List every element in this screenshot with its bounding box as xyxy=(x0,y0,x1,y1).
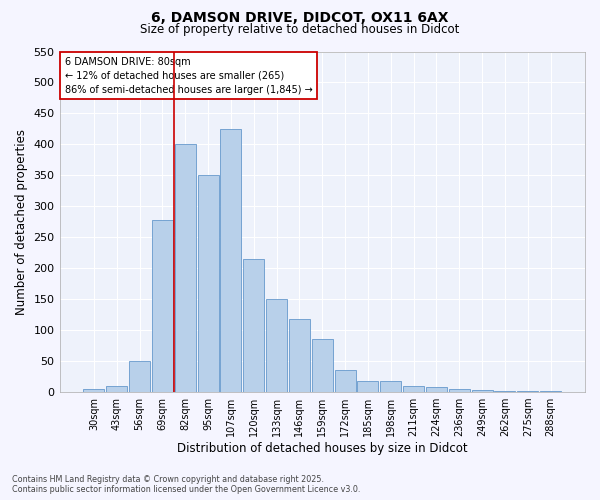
Bar xyxy=(243,259,264,392)
X-axis label: Distribution of detached houses by size in Didcot: Distribution of detached houses by size … xyxy=(177,442,467,455)
Bar xyxy=(175,144,196,392)
Y-axis label: Number of detached properties: Number of detached properties xyxy=(15,129,28,315)
Bar xyxy=(472,390,493,392)
Bar xyxy=(220,129,241,392)
Text: Contains HM Land Registry data © Crown copyright and database right 2025.
Contai: Contains HM Land Registry data © Crown c… xyxy=(12,474,361,494)
Bar xyxy=(289,319,310,392)
Bar xyxy=(358,381,379,392)
Bar xyxy=(517,391,538,392)
Bar xyxy=(449,389,470,392)
Bar xyxy=(129,361,150,392)
Text: Size of property relative to detached houses in Didcot: Size of property relative to detached ho… xyxy=(140,22,460,36)
Bar xyxy=(106,386,127,392)
Text: 6 DAMSON DRIVE: 80sqm
← 12% of detached houses are smaller (265)
86% of semi-det: 6 DAMSON DRIVE: 80sqm ← 12% of detached … xyxy=(65,56,313,94)
Text: 6, DAMSON DRIVE, DIDCOT, OX11 6AX: 6, DAMSON DRIVE, DIDCOT, OX11 6AX xyxy=(151,11,449,25)
Bar xyxy=(335,370,356,392)
Bar xyxy=(266,299,287,392)
Bar xyxy=(312,340,333,392)
Bar xyxy=(83,389,104,392)
Bar xyxy=(197,176,218,392)
Bar xyxy=(403,386,424,392)
Bar xyxy=(426,387,447,392)
Bar xyxy=(152,220,173,392)
Bar xyxy=(380,381,401,392)
